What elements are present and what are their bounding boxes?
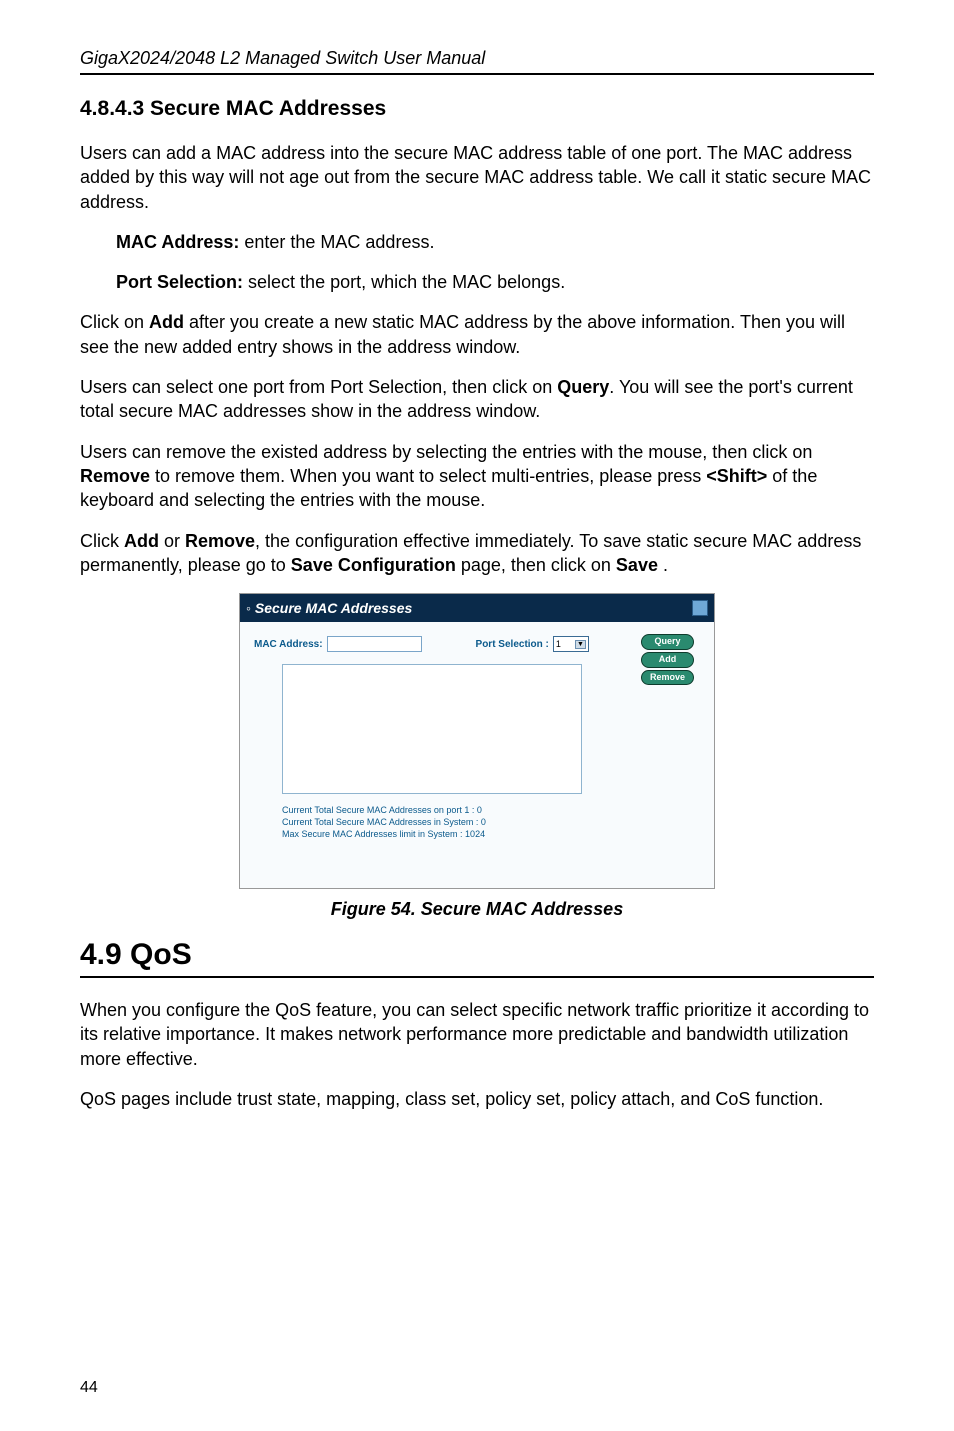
screenshot-footer: Current Total Secure MAC Addresses on po… (282, 804, 700, 840)
ss-mac-input[interactable] (327, 636, 422, 652)
screenshot-title-text: Secure MAC Addresses (255, 600, 412, 616)
screenshot-titlebar: ◦ Secure MAC Addresses (240, 594, 714, 622)
footer-line-1: Current Total Secure MAC Addresses on po… (282, 804, 700, 816)
section-heading-4843: 4.8.4.3 Secure MAC Addresses (80, 97, 874, 121)
para-query-info: Users can select one port from Port Sele… (80, 375, 874, 424)
chevron-down-icon: ▼ (575, 640, 586, 649)
ss-port-select[interactable]: 1 ▼ (553, 636, 589, 652)
text: after you create a new static MAC addres… (80, 312, 845, 356)
page-header: GigaX2024/2048 L2 Managed Switch User Ma… (80, 48, 874, 75)
mac-address-label: MAC Address: (116, 232, 239, 252)
text: Click (80, 531, 124, 551)
page-number: 44 (80, 1379, 98, 1397)
mac-address-desc: enter the MAC address. (239, 232, 434, 252)
footer-line-2: Current Total Secure MAC Addresses in Sy… (282, 816, 700, 828)
port-selection-label: Port Selection: (116, 272, 243, 292)
add-bold: Add (149, 312, 184, 332)
text: or (159, 531, 185, 551)
ss-mac-label: MAC Address: (254, 639, 323, 650)
save-config-bold: Save Configuration (291, 555, 456, 575)
query-bold: Query (557, 377, 609, 397)
port-selection-desc: select the port, which the MAC belongs. (243, 272, 565, 292)
query-button[interactable]: Query (641, 634, 694, 650)
shift-bold: <Shift> (706, 466, 767, 486)
screenshot-corner-icon (692, 600, 708, 616)
ss-port-value: 1 (556, 639, 561, 649)
para-mac-address: MAC Address: enter the MAC address. (116, 230, 874, 254)
footer-line-3: Max Secure MAC Addresses limit in System… (282, 828, 700, 840)
ss-port-label: Port Selection : (476, 639, 549, 650)
screenshot-body: MAC Address: Port Selection : 1 ▼ Query … (240, 622, 714, 888)
text: Users can remove the existed address by … (80, 442, 812, 462)
qos-para1: When you configure the QoS feature, you … (80, 998, 874, 1071)
screenshot-secure-mac: ◦ Secure MAC Addresses MAC Address: Port… (239, 593, 715, 889)
para-save-info: Click Add or Remove, the configuration e… (80, 529, 874, 578)
remove-bold: Remove (80, 466, 150, 486)
add-button[interactable]: Add (641, 652, 694, 668)
add-bold2: Add (124, 531, 159, 551)
screenshot-input-row: MAC Address: Port Selection : 1 ▼ (254, 636, 700, 652)
screenshot-button-column: Query Add Remove (641, 634, 694, 685)
remove-button[interactable]: Remove (641, 670, 694, 686)
address-list-box[interactable] (282, 664, 582, 794)
remove-bold2: Remove (185, 531, 255, 551)
screenshot-title: ◦ Secure MAC Addresses (246, 600, 412, 616)
save-bold: Save (616, 555, 658, 575)
text: Click on (80, 312, 149, 332)
para-intro: Users can add a MAC address into the sec… (80, 141, 874, 214)
figure-54: ◦ Secure MAC Addresses MAC Address: Port… (80, 593, 874, 920)
text: . (658, 555, 668, 575)
text: page, then click on (456, 555, 616, 575)
section-heading-49: 4.9 QoS (80, 938, 874, 978)
qos-para2: QoS pages include trust state, mapping, … (80, 1087, 874, 1111)
para-remove-info: Users can remove the existed address by … (80, 440, 874, 513)
para-add-info: Click on Add after you create a new stat… (80, 310, 874, 359)
figure-caption: Figure 54. Secure MAC Addresses (331, 899, 623, 920)
para-port-selection: Port Selection: select the port, which t… (116, 270, 874, 294)
text: Users can select one port from Port Sele… (80, 377, 557, 397)
text: to remove them. When you want to select … (150, 466, 706, 486)
